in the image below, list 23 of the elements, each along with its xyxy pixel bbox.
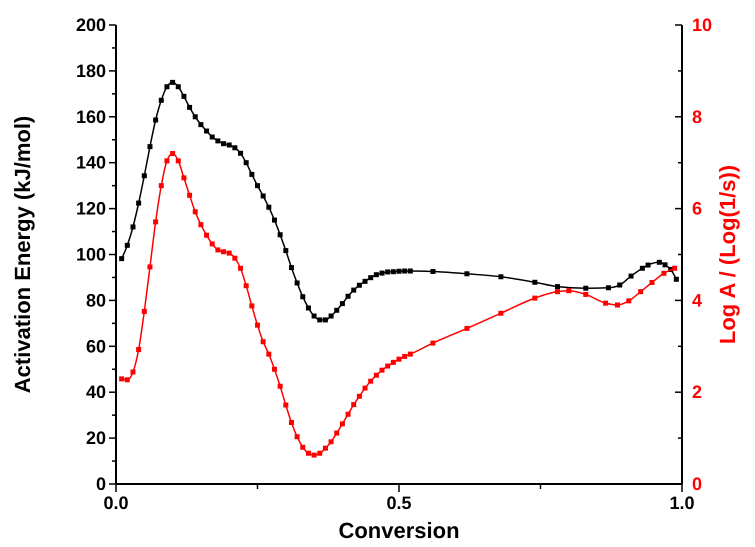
y-tick-label: 20 — [86, 428, 106, 448]
x-axis-title: Conversion — [338, 518, 460, 543]
x-tick-label: 0.5 — [386, 493, 412, 513]
y-tick-label: 80 — [86, 290, 106, 310]
y-tick-label: 160 — [76, 106, 106, 127]
y-tick-label: 140 — [76, 152, 106, 173]
y-tick-label: 60 — [86, 336, 106, 356]
y2-tick-label: 8 — [692, 106, 702, 127]
y2-tick-label: 0 — [692, 474, 702, 494]
y-tick-label: 120 — [76, 198, 106, 219]
x-tick-label: 1.0 — [669, 493, 695, 513]
y2-axis-title: Log A / (Log(1/s)) — [715, 164, 740, 344]
y2-tick-label: 6 — [692, 198, 702, 219]
y-tick-label: 180 — [76, 60, 106, 81]
y-axis-title: Activation Energy (kJ/mol) — [10, 116, 35, 394]
y-tick-label: 200 — [76, 15, 106, 35]
y2-tick-label: 4 — [692, 290, 702, 310]
x-tick-label: 0.0 — [103, 493, 129, 513]
y2-tick-label: 10 — [692, 15, 712, 35]
y-tick-label: 40 — [86, 382, 106, 402]
y2-tick-label: 2 — [692, 382, 702, 402]
y-tick-label: 0 — [96, 474, 106, 494]
y-tick-label: 100 — [76, 244, 106, 264]
